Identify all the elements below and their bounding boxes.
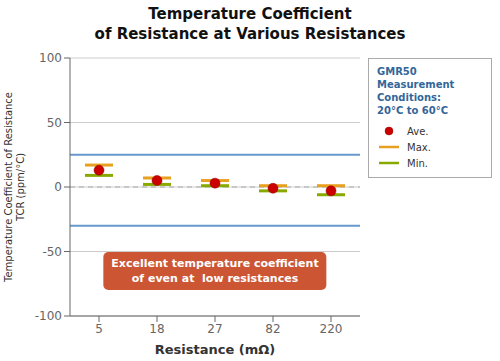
html-text:Excellent temperature coeffici: Excellent temperature coefficient of eve… bbox=[111, 256, 319, 285]
html-text:Ave.: Ave. bbox=[407, 125, 429, 137]
html-text:of Resistance at Various Resis: of Resistance at Various Resistances bbox=[94, 25, 406, 43]
svg-text:5: 5 bbox=[95, 322, 103, 336]
svg-text:220: 220 bbox=[320, 322, 343, 336]
svg-text:50: 50 bbox=[47, 116, 62, 130]
svg-text:100: 100 bbox=[39, 51, 62, 65]
svg-text:18: 18 bbox=[149, 322, 164, 336]
svg-text:-100: -100 bbox=[35, 309, 62, 323]
html-text:Max.: Max. bbox=[407, 141, 431, 153]
html-text:Min.: Min. bbox=[407, 157, 428, 169]
svg-text:Resistance (mΩ): Resistance (mΩ) bbox=[155, 342, 276, 357]
html-text:Temperature Coefficient: Temperature Coefficient bbox=[148, 5, 352, 23]
svg-text:-50: -50 bbox=[42, 245, 62, 259]
html-text:GMR50 Measurement Conditions:: GMR50 Measurement Conditions: 20°C to 60… bbox=[377, 66, 455, 116]
svg-text:0: 0 bbox=[54, 180, 62, 194]
svg-text:Temperature Coefficient of Res: Temperature Coefficient of ResistanceTCR… bbox=[8, 92, 26, 283]
svg-text:82: 82 bbox=[265, 322, 280, 336]
svg-text:27: 27 bbox=[207, 322, 222, 336]
